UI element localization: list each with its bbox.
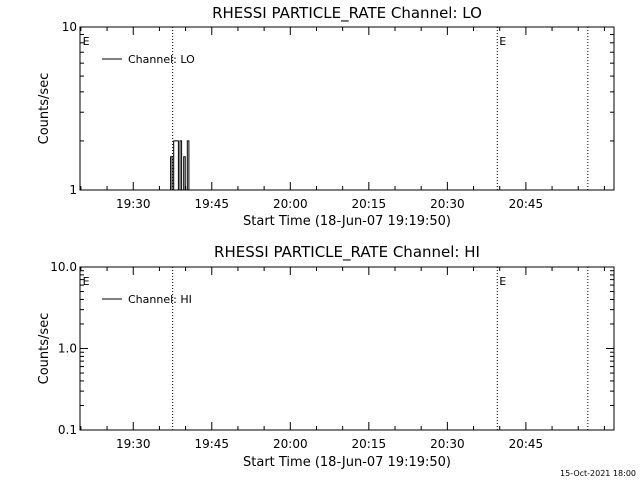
x-axis-label: Start Time (18-Jun-07 19:19:50) (243, 455, 451, 470)
chart-title: RHESSI PARTICLE_RATE Channel: LO (212, 4, 482, 23)
flag-label: E (499, 275, 506, 288)
x-tick-label: 20:00 (273, 437, 308, 451)
chart-panel-2: RHESSI PARTICLE_RATE Channel: HI 19:30 19:… (37, 243, 615, 470)
chart-title: RHESSI PARTICLE_RATE Channel: HI (214, 243, 480, 262)
x-tick-label: 20:45 (509, 197, 544, 211)
x-tick-label: 19:45 (194, 197, 229, 211)
x-tick-label: 19:45 (194, 437, 229, 451)
footer-timestamp: 15-Oct-2021 18:00 (560, 469, 636, 478)
x-tick-label: 20:30 (430, 197, 465, 211)
flag-label: E (83, 275, 90, 288)
x-tick-label: 19:30 (116, 197, 151, 211)
y-tick-label: 1.0 (58, 342, 77, 356)
x-tick-label: 20:15 (352, 437, 387, 451)
legend-entry: Channel: LO (128, 53, 195, 66)
legend-entry: Channel: HI (128, 293, 192, 306)
y-tick-label: 1 (69, 183, 77, 197)
x-tick-label: 19:30 (116, 437, 151, 451)
series-line (169, 140, 191, 191)
y-tick-label: 0.1 (58, 423, 77, 437)
x-tick-label: 20:30 (430, 437, 465, 451)
x-axis-label: Start Time (18-Jun-07 19:19:50) (243, 214, 451, 229)
chart-panel-1: RHESSI PARTICLE_RATE Channel: LO 19:30 19:… (37, 4, 615, 229)
flag-label: E (83, 35, 90, 48)
plot-frame (79, 26, 615, 191)
y-tick-label: 10.0 (50, 260, 77, 274)
y-axis-label: Counts/sec (37, 73, 52, 145)
y-axis-label: Counts/sec (37, 313, 52, 385)
x-tick-label: 20:00 (273, 197, 308, 211)
y-tick-label: 10 (62, 20, 77, 34)
x-tick-label: 20:45 (509, 437, 544, 451)
flag-label: E (499, 35, 506, 48)
plot-frame (79, 266, 615, 431)
x-tick-label: 20:15 (352, 197, 387, 211)
